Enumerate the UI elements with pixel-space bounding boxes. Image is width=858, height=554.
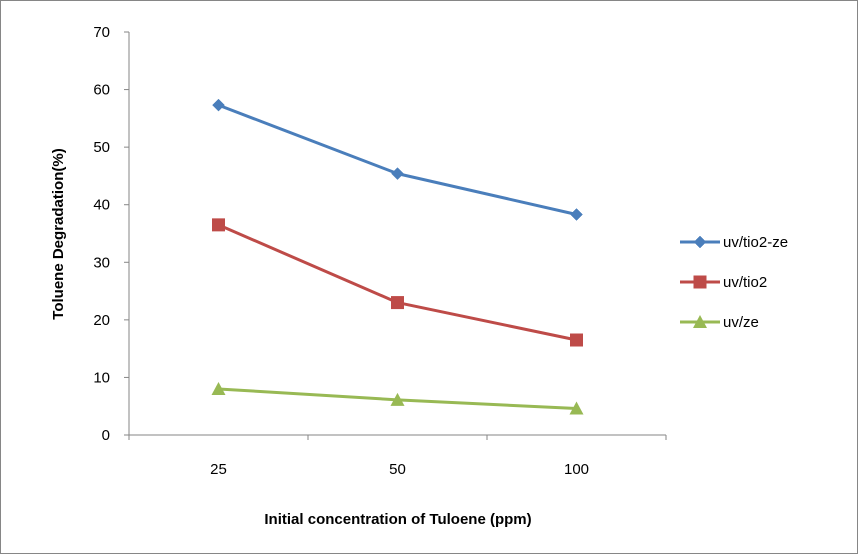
data-point bbox=[391, 167, 404, 180]
y-tick-label: 0 bbox=[102, 427, 110, 444]
x-tick-label: 100 bbox=[564, 461, 589, 478]
y-tick-label: 40 bbox=[93, 197, 110, 214]
y-tick-label: 70 bbox=[93, 24, 110, 41]
series-line bbox=[217, 223, 577, 342]
legend-label: uv/tio2-ze bbox=[723, 234, 788, 251]
data-point bbox=[570, 208, 583, 221]
legend-item: uv/ze bbox=[680, 314, 759, 331]
legend-marker bbox=[693, 315, 707, 328]
legend-marker bbox=[693, 235, 707, 249]
data-point bbox=[391, 296, 404, 310]
data-point bbox=[212, 218, 225, 232]
legend: uv/tio2-ze uv/tio2 uv/ze bbox=[680, 234, 788, 331]
data-point bbox=[212, 98, 225, 112]
series-layer bbox=[211, 98, 584, 415]
y-axis-ticks: 0 10 20 30 40 50 60 70 bbox=[93, 24, 129, 444]
legend-marker bbox=[693, 275, 707, 289]
series-uv-ze bbox=[211, 381, 584, 415]
data-point bbox=[570, 333, 583, 347]
axes bbox=[128, 32, 666, 436]
y-tick-label: 10 bbox=[93, 369, 110, 386]
x-axis-title: Initial concentration of Tuloene (ppm) bbox=[264, 511, 531, 528]
series-uv-tio2-ze bbox=[212, 98, 583, 221]
series-line bbox=[217, 103, 577, 216]
data-point bbox=[569, 401, 584, 415]
y-tick-label: 20 bbox=[93, 312, 110, 329]
legend-item: uv/tio2 bbox=[680, 274, 767, 291]
series-uv-tio2 bbox=[212, 218, 583, 347]
y-tick-label: 50 bbox=[93, 139, 110, 156]
legend-label: uv/tio2 bbox=[723, 274, 767, 291]
data-point bbox=[390, 392, 405, 406]
x-axis-ticks: 25 50 100 bbox=[128, 435, 667, 478]
legend-item: uv/tio2-ze bbox=[680, 234, 788, 251]
x-tick-label: 25 bbox=[210, 461, 227, 478]
data-point bbox=[211, 381, 226, 395]
y-tick-label: 60 bbox=[93, 82, 110, 99]
x-tick-label: 50 bbox=[389, 461, 406, 478]
y-tick-label: 30 bbox=[93, 254, 110, 271]
legend-label: uv/ze bbox=[723, 314, 759, 331]
y-axis-title: Toluene Degradation(%) bbox=[50, 148, 67, 319]
